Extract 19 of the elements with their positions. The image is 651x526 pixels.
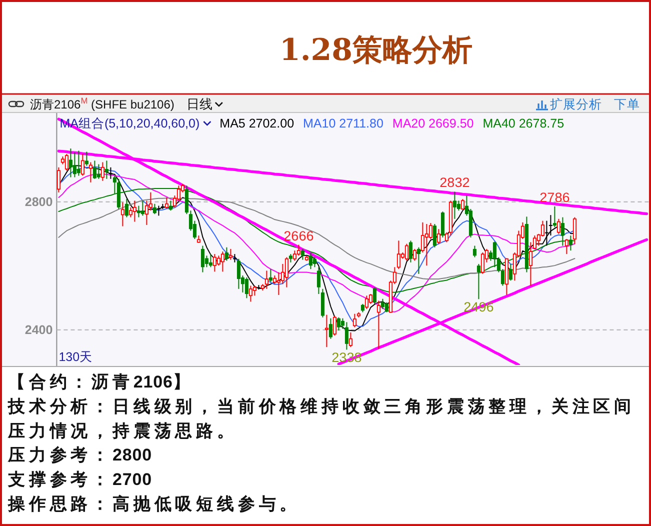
text: MA40 2678.75 <box>482 116 564 130</box>
text: 操作思路：高抛低吸短线参与。 <box>7 494 301 514</box>
annotation: 2666 <box>284 228 314 244</box>
text: 日线 <box>186 96 212 112</box>
text: 压力参考：2800 <box>7 446 152 465</box>
y-tick-label: 2800 <box>24 194 53 209</box>
text: MA5 2702.00 <box>220 116 294 130</box>
text: MA10 2711.80 <box>303 116 384 130</box>
text: 扩展分析 <box>550 98 602 112</box>
text: 支撑参考：2700 <box>7 470 152 490</box>
chart-title: 1.28策略分析 <box>279 33 473 68</box>
text: 技术分析：日线级别，当前价格维持收敛三角形震荡整理，关注区间压力情况，持震荡思路。 <box>7 396 635 440</box>
annotation: 2832 <box>440 175 470 190</box>
annotation: 2786 <box>540 190 570 205</box>
text: MA20 2669.50 <box>392 116 474 130</box>
annotation: 130天 <box>58 350 93 364</box>
chart-subtitle: 沥青2106$^{M}$ (SHFE bu2106) <box>30 96 174 112</box>
text: 下单 <box>614 98 640 112</box>
y-tick-label: 2400 <box>24 322 53 337</box>
